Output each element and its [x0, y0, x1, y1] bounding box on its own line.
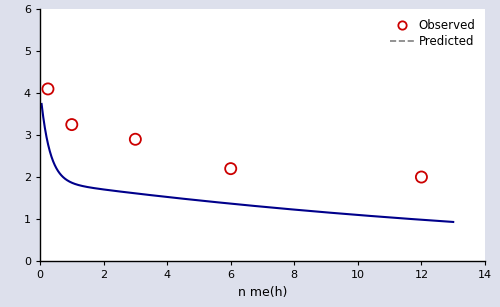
Point [226, 166, 234, 171]
Point [418, 175, 426, 180]
Point [68, 122, 76, 127]
Legend: Observed, Predicted: Observed, Predicted [387, 15, 479, 52]
X-axis label: n me(h): n me(h) [238, 286, 287, 298]
Point [132, 137, 140, 142]
Point [44, 87, 52, 91]
